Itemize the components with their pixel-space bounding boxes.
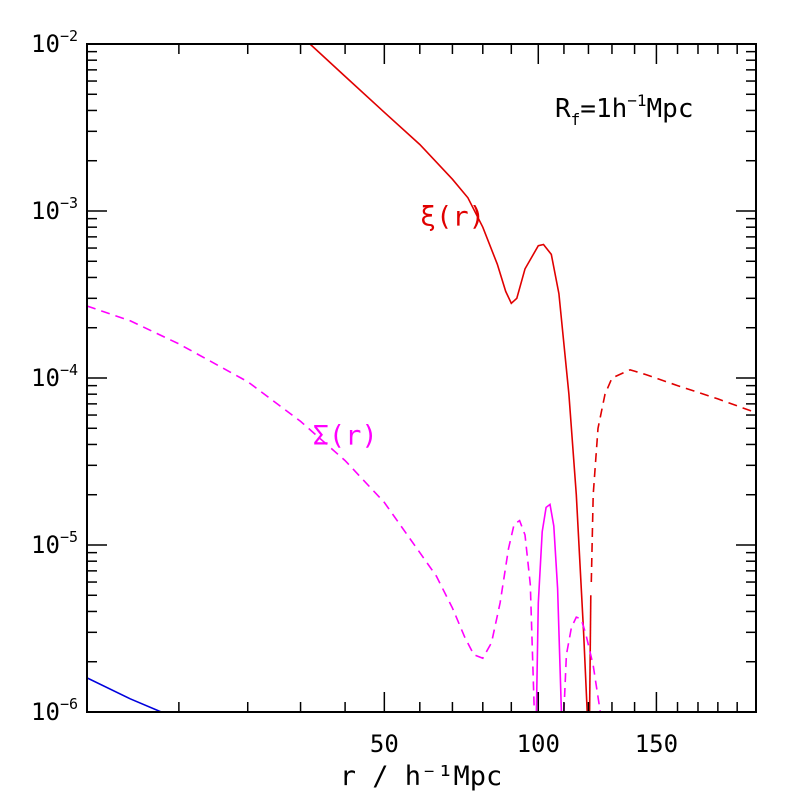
y-tick-label: 10−5 (31, 528, 78, 559)
series-xi-curve-2 (590, 368, 756, 583)
y-tick-label: 10−4 (31, 361, 78, 392)
series-xi-curve-0 (309, 44, 588, 712)
y-tick-label: 10−6 (31, 695, 78, 726)
annotation: Rf=1h−1Mpc (555, 91, 694, 129)
series-blue-curve-6 (87, 677, 162, 712)
x-tick-label: 100 (517, 730, 560, 758)
x-tick-label: 150 (635, 730, 678, 758)
y-tick-label: 10−2 (31, 27, 78, 58)
series-label: ξ(r) (420, 201, 485, 232)
plot-frame (86, 43, 757, 713)
series-sigma-curve-4 (535, 502, 563, 712)
y-tick-label: 10−3 (31, 194, 78, 225)
series-label: Σ(r) (313, 420, 378, 451)
series-sigma-curve-3 (87, 305, 536, 712)
x-axis-label: r / h⁻¹Mpc (340, 761, 503, 792)
series-sigma-curve-5 (563, 616, 602, 712)
x-tick-label: 50 (370, 730, 399, 758)
